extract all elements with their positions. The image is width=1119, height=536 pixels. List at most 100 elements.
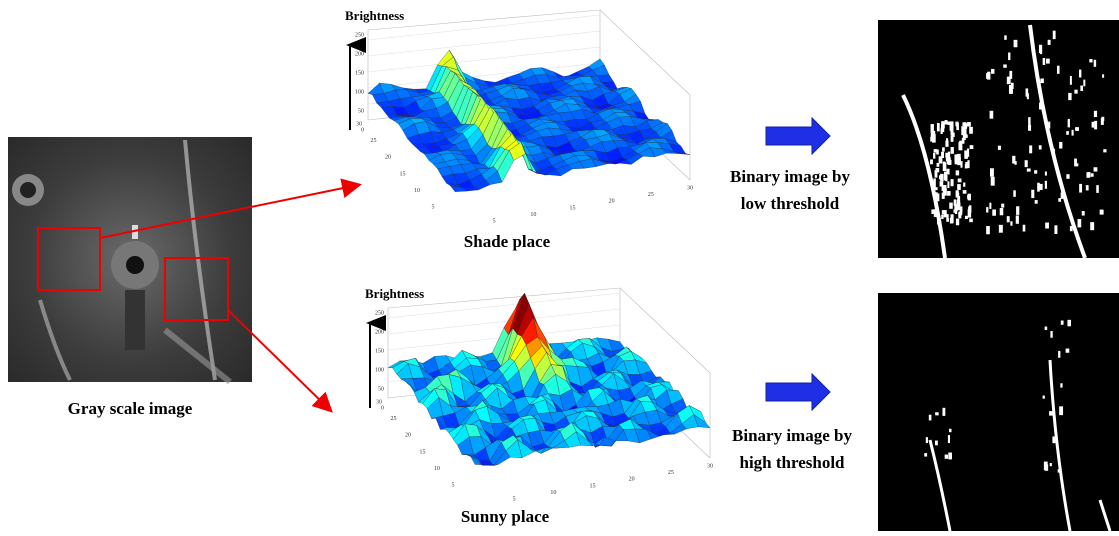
speckle bbox=[991, 177, 995, 186]
speckle bbox=[951, 214, 954, 223]
speckle bbox=[945, 455, 948, 459]
speckle bbox=[1023, 225, 1026, 232]
speckle bbox=[1007, 77, 1011, 85]
speckle bbox=[1091, 173, 1094, 176]
speckle bbox=[951, 127, 954, 136]
speckle bbox=[935, 412, 938, 415]
speckle bbox=[930, 137, 932, 142]
speckle bbox=[1000, 208, 1004, 215]
speckle bbox=[1039, 103, 1043, 110]
speckle bbox=[1089, 59, 1092, 62]
speckle bbox=[1044, 462, 1048, 471]
tick-label: 15 bbox=[420, 449, 426, 455]
speckle bbox=[1050, 331, 1052, 338]
surface-plot: Brightness050100150200250510152025305101… bbox=[345, 8, 693, 225]
speckle bbox=[956, 219, 959, 226]
speckle bbox=[962, 128, 964, 133]
speckle bbox=[949, 429, 951, 432]
caption: Sunny place bbox=[461, 507, 550, 526]
speckle bbox=[955, 205, 957, 214]
speckle bbox=[1096, 185, 1099, 193]
tick-label: 150 bbox=[355, 70, 364, 76]
speckle bbox=[991, 69, 994, 74]
tick-label: 150 bbox=[375, 348, 384, 354]
speckle bbox=[933, 131, 936, 136]
speckle bbox=[946, 158, 950, 162]
speckle bbox=[1011, 83, 1014, 89]
speckle bbox=[967, 195, 970, 199]
tick-label: 25 bbox=[648, 192, 654, 198]
speckle bbox=[1043, 58, 1046, 65]
speckle bbox=[962, 122, 966, 126]
speckle bbox=[951, 179, 954, 186]
axis-label: Brightness bbox=[365, 286, 424, 301]
speckle bbox=[1074, 90, 1077, 94]
speckle bbox=[947, 191, 951, 196]
caption: Binary image by bbox=[732, 426, 852, 445]
speckle bbox=[935, 441, 938, 446]
blue-arrow bbox=[766, 118, 830, 154]
speckle bbox=[1046, 59, 1050, 64]
speckle bbox=[1078, 219, 1082, 227]
speckle bbox=[969, 219, 973, 223]
speckle bbox=[1039, 145, 1042, 149]
tick-label: 5 bbox=[493, 219, 496, 225]
speckle bbox=[1007, 216, 1010, 222]
speckle bbox=[933, 178, 936, 187]
tick-label: 20 bbox=[609, 199, 615, 205]
speckle bbox=[1027, 168, 1031, 171]
speckle bbox=[948, 452, 952, 459]
tick-label: 250 bbox=[355, 32, 364, 38]
speckle bbox=[1083, 80, 1085, 87]
speckle bbox=[998, 146, 1001, 150]
speckle bbox=[1086, 185, 1089, 190]
speckle bbox=[1061, 192, 1064, 198]
tick-label: 5 bbox=[513, 497, 516, 503]
speckle bbox=[992, 209, 996, 215]
caption: Binary image by bbox=[730, 167, 850, 186]
speckle bbox=[1057, 66, 1060, 74]
speckle bbox=[1034, 170, 1037, 173]
speckle bbox=[957, 184, 961, 190]
tick-label: 200 bbox=[375, 329, 384, 335]
speckle bbox=[924, 453, 927, 456]
speckle bbox=[1092, 122, 1095, 128]
tick-label: 5 bbox=[452, 483, 455, 489]
speckle bbox=[1066, 131, 1069, 135]
speckle bbox=[942, 185, 945, 191]
speckle bbox=[1013, 190, 1016, 196]
tick-label: 15 bbox=[400, 171, 406, 177]
speckle bbox=[941, 124, 944, 130]
tick-label: 250 bbox=[375, 310, 384, 316]
speckle bbox=[986, 207, 988, 212]
speckle bbox=[1053, 31, 1056, 39]
speckle bbox=[1049, 411, 1053, 415]
speckle bbox=[945, 120, 948, 124]
surface-plot: Brightness050100150200250510152025305101… bbox=[365, 286, 713, 503]
speckle bbox=[937, 123, 940, 131]
caption: Shade place bbox=[464, 232, 551, 251]
speckle bbox=[986, 226, 990, 234]
axis-label: Brightness bbox=[345, 8, 404, 23]
speckle bbox=[1094, 60, 1096, 67]
speckle bbox=[934, 209, 937, 217]
speckle bbox=[1061, 321, 1064, 325]
tick-label: 20 bbox=[629, 477, 635, 483]
speckle bbox=[1043, 396, 1045, 399]
speckle bbox=[1010, 221, 1012, 225]
speckle bbox=[968, 209, 971, 217]
speckle bbox=[1026, 88, 1029, 96]
speckle bbox=[1075, 127, 1079, 131]
speckle bbox=[1101, 118, 1104, 125]
speckle bbox=[1003, 64, 1006, 67]
speckle bbox=[943, 162, 945, 168]
speckle bbox=[1094, 167, 1098, 171]
speckle bbox=[1048, 122, 1050, 129]
speckle bbox=[1058, 198, 1061, 202]
speckle bbox=[934, 187, 938, 190]
speckle bbox=[936, 149, 939, 154]
speckle bbox=[999, 225, 1003, 233]
speckle bbox=[1072, 130, 1074, 136]
speckle bbox=[969, 127, 973, 134]
speckle bbox=[1001, 204, 1004, 208]
